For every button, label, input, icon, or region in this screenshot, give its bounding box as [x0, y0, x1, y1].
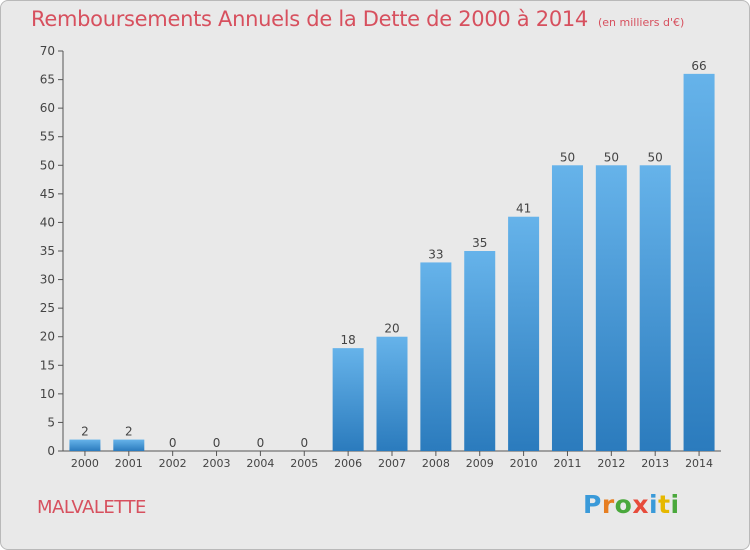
x-tick-label: 2013	[641, 457, 669, 470]
x-tick-label: 2009	[466, 457, 494, 470]
chart-subtitle: (en milliers d'€)	[598, 16, 685, 29]
y-tick-label: 25	[40, 301, 55, 315]
bar	[551, 165, 583, 452]
y-tick-label: 45	[40, 187, 55, 201]
bar-value-label: 18	[340, 333, 355, 347]
logo-letter: P	[583, 490, 602, 519]
commune-name: MALVALETTE	[37, 497, 146, 518]
x-tick-label: 2000	[71, 457, 99, 470]
logo-letter: o	[614, 490, 633, 519]
bar-value-label: 0	[213, 436, 221, 450]
y-tick-label: 50	[40, 158, 55, 172]
y-tick-label: 20	[40, 330, 55, 344]
bar-value-label: 2	[81, 425, 89, 439]
bar-value-label: 50	[560, 150, 575, 164]
bar-value-label: 35	[472, 236, 487, 250]
x-tick-label: 2004	[246, 457, 274, 470]
y-tick-label: 60	[40, 101, 55, 115]
x-tick-label: 2006	[334, 457, 362, 470]
y-tick-label: 0	[47, 444, 55, 458]
bar-value-label: 33	[428, 247, 443, 261]
bar-value-label: 41	[516, 202, 531, 216]
logo-letter: i	[670, 490, 680, 519]
chart-title: Remboursements Annuels de la Dette de 20…	[31, 7, 684, 31]
logo-letter: r	[601, 490, 615, 519]
x-tick-label: 2007	[378, 457, 406, 470]
bar-value-label: 0	[257, 436, 265, 450]
bar	[683, 73, 715, 451]
x-tick-label: 2003	[203, 457, 231, 470]
bar	[113, 439, 145, 451]
bar	[420, 262, 452, 451]
x-tick-label: 2002	[159, 457, 187, 470]
bar	[376, 336, 408, 451]
x-tick-label: 2005	[290, 457, 318, 470]
x-tick-label: 2012	[597, 457, 625, 470]
bar	[508, 216, 540, 451]
y-tick-label: 30	[40, 273, 55, 287]
y-tick-label: 15	[40, 358, 55, 372]
y-tick-label: 65	[40, 73, 55, 87]
x-tick-label: 2001	[115, 457, 143, 470]
x-tick-label: 2010	[510, 457, 538, 470]
y-tick-label: 70	[40, 44, 55, 58]
bar-value-label: 66	[691, 59, 706, 73]
proxiti-logo: Proxiti	[583, 490, 680, 519]
bar	[332, 348, 364, 451]
y-tick-label: 35	[40, 244, 55, 258]
logo-letter: x	[632, 490, 649, 519]
bar	[69, 439, 101, 451]
chart-title-text: Remboursements Annuels de la Dette de 20…	[31, 7, 588, 31]
bar	[595, 165, 627, 452]
bar	[464, 251, 496, 451]
x-tick-label: 2011	[553, 457, 581, 470]
x-tick-label: 2014	[685, 457, 713, 470]
bar	[639, 165, 671, 452]
bar-value-label: 2	[125, 425, 133, 439]
bar-value-label: 0	[169, 436, 177, 450]
logo-letter: i	[649, 490, 659, 519]
y-tick-label: 5	[47, 415, 55, 429]
y-tick-label: 40	[40, 215, 55, 229]
bar-value-label: 50	[604, 150, 619, 164]
bar-value-label: 50	[648, 150, 663, 164]
logo-letter: t	[658, 490, 671, 519]
x-tick-label: 2008	[422, 457, 450, 470]
bar-value-label: 0	[300, 436, 308, 450]
bar-value-label: 20	[384, 322, 399, 336]
y-tick-label: 10	[40, 387, 55, 401]
y-tick-label: 55	[40, 130, 55, 144]
